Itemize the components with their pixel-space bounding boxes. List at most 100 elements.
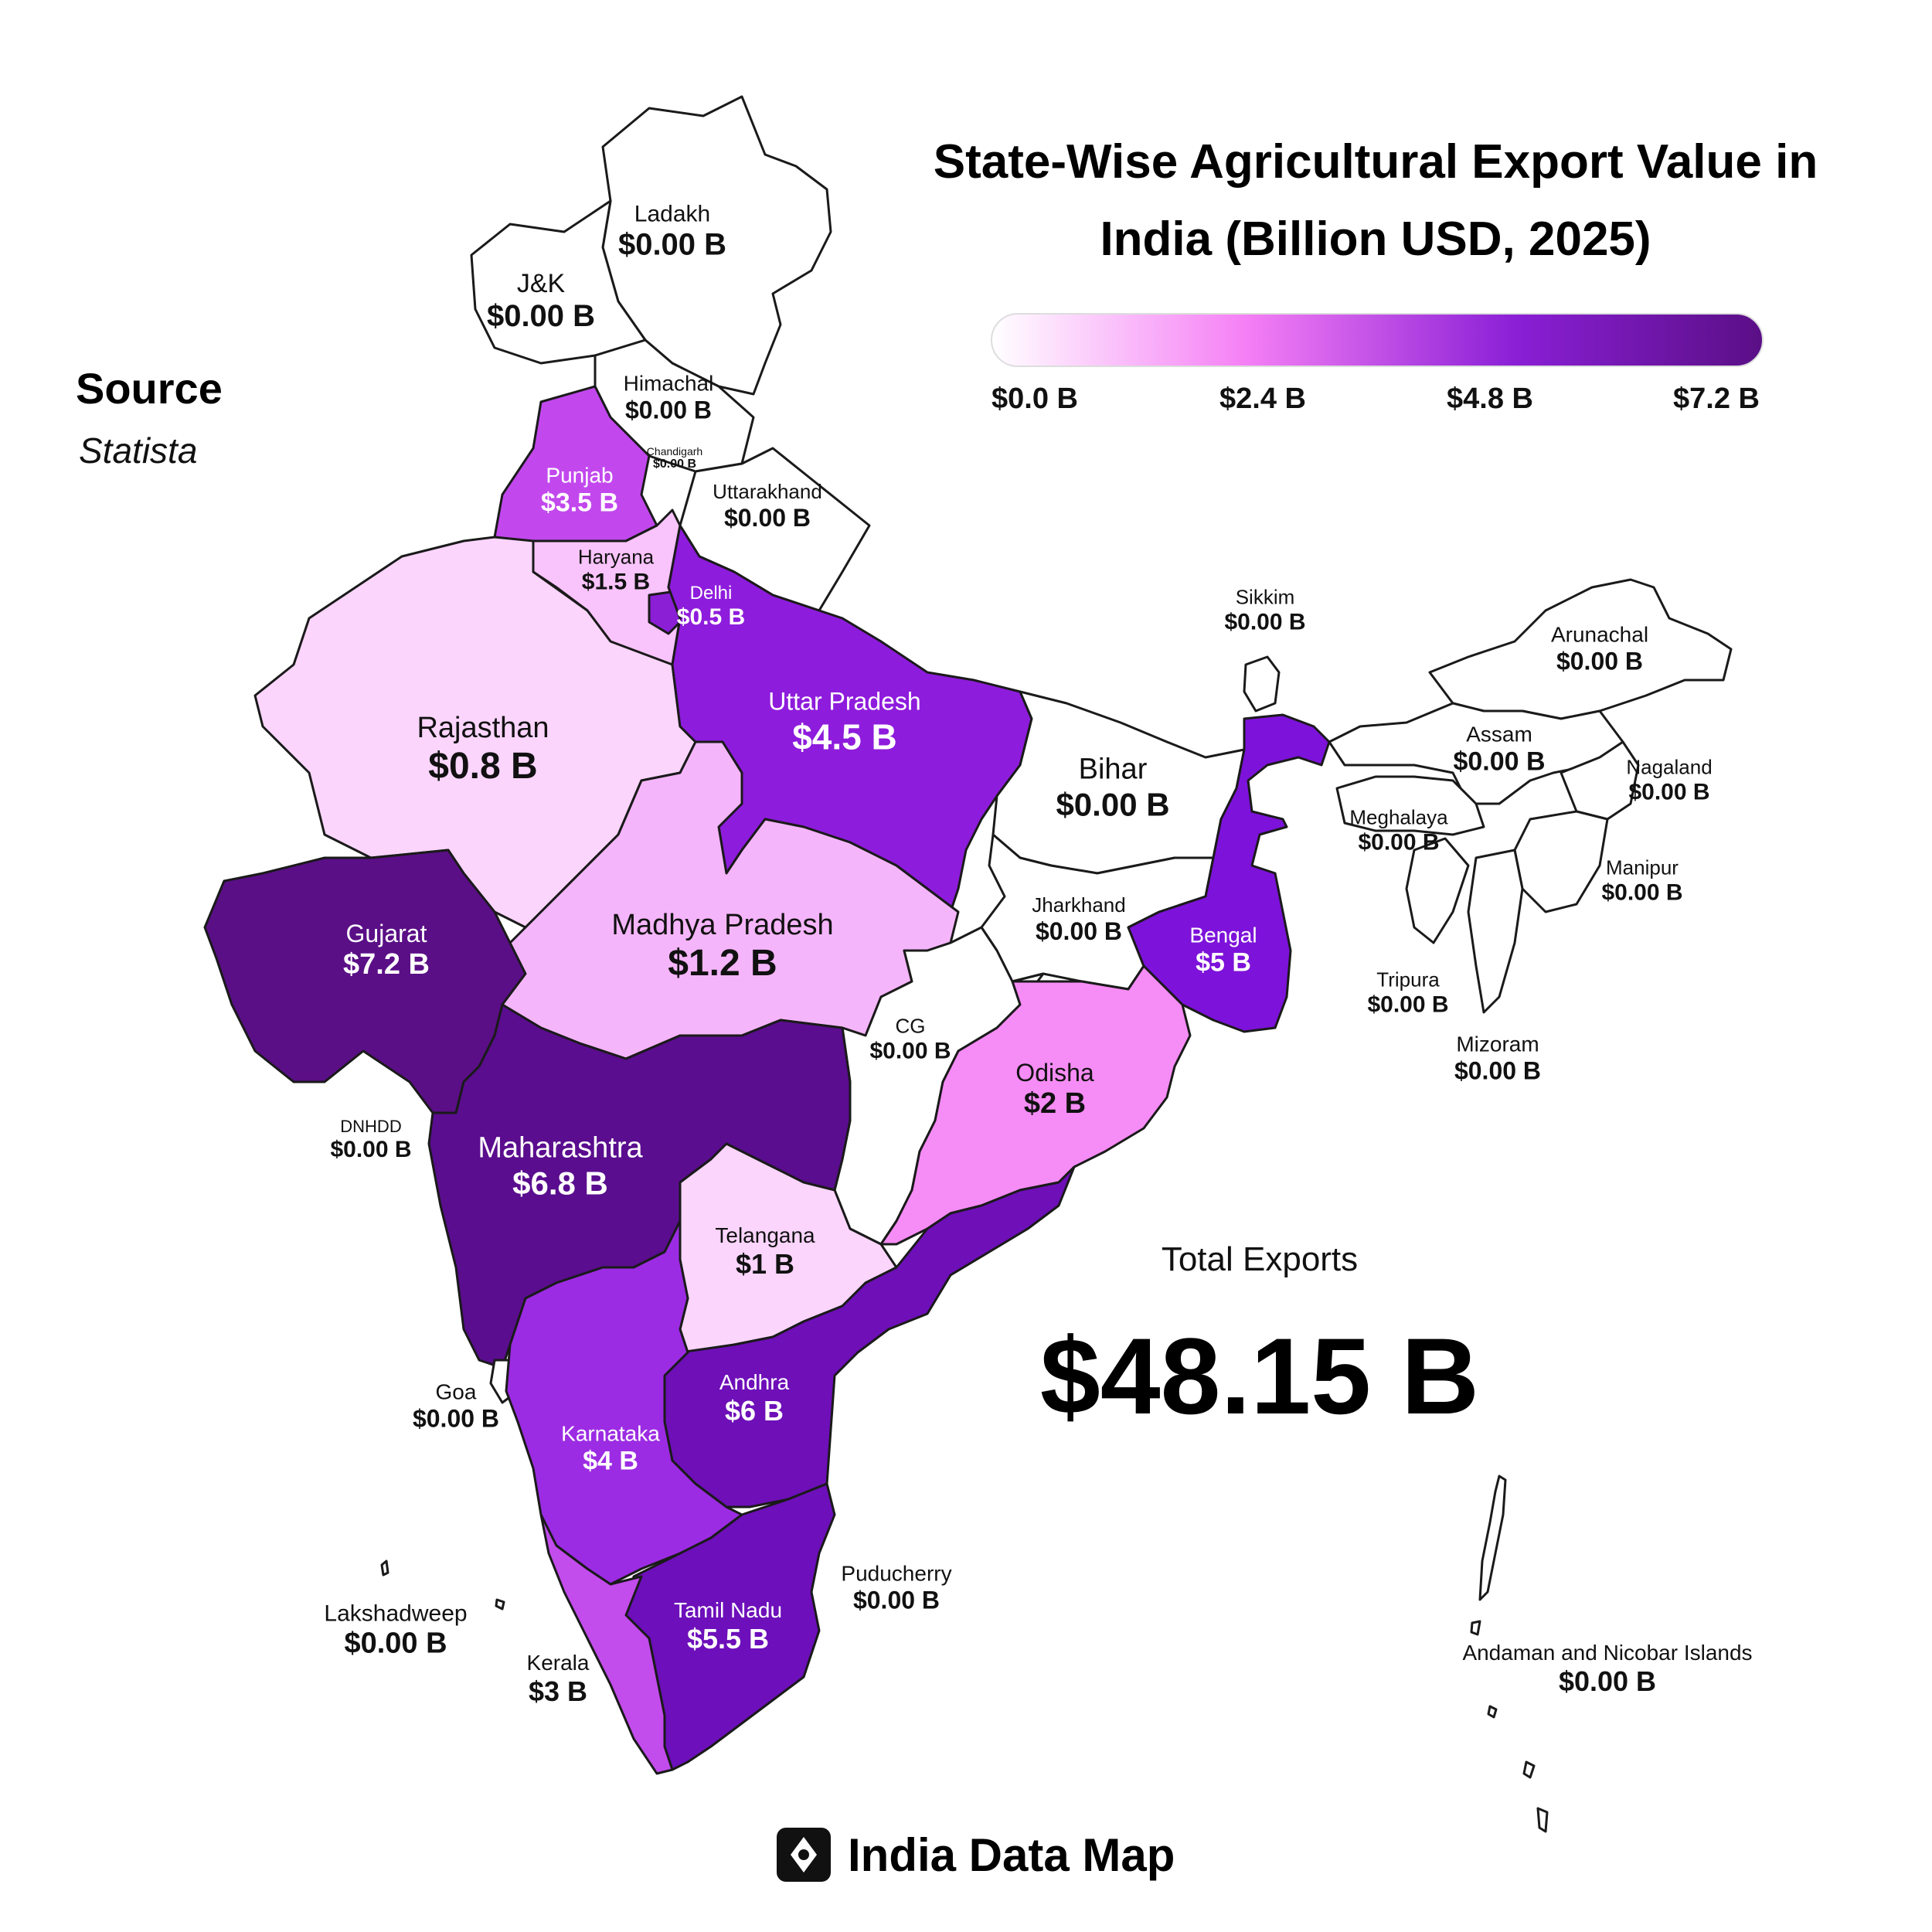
region-name: Bengal: [1189, 923, 1257, 947]
region-value: $5 B: [1196, 947, 1251, 978]
label-odisha: Odisha $2 B: [1015, 1059, 1094, 1121]
region-name: Uttar Pradesh: [768, 687, 921, 716]
label-bihar: Bihar $0.00 B: [1056, 753, 1169, 824]
label-j-k: J&K $0.00 B: [487, 269, 595, 334]
region-tripura[interactable]: [1405, 837, 1470, 944]
region-value: $0.00 B: [1035, 917, 1123, 945]
region-mizoram[interactable]: [1467, 849, 1524, 1014]
label-puducherry: Puducherry $0.00 B: [841, 1562, 951, 1615]
region-value: $0.00 B: [624, 396, 713, 424]
region-name: Tamil Nadu: [673, 1598, 783, 1622]
label-rajasthan: Rajasthan $0.8 B: [417, 712, 549, 787]
source-name: Statista: [79, 430, 198, 471]
label-delhi: Delhi $0.5 B: [677, 583, 745, 631]
region-name: Goa: [435, 1379, 477, 1404]
region-sikkim[interactable]: [1243, 655, 1281, 713]
legend-tick-1: $2.4 B: [1219, 383, 1306, 415]
region-name: Ladakh: [634, 201, 711, 227]
region-value: $0.00 B: [1367, 992, 1449, 1018]
region-name: Andhra: [719, 1370, 790, 1394]
region-name: Lakshadweep: [324, 1600, 468, 1627]
region-name: Mizoram: [1456, 1032, 1539, 1056]
region-nicobar[interactable]: [1487, 1705, 1498, 1719]
label-andaman-and-nicobar-islands: Andaman and Nicobar Islands $0.00 B: [1462, 1641, 1752, 1698]
total-value: $48.15 B: [1039, 1315, 1480, 1437]
label-gujarat: Gujarat $7.2 B: [343, 920, 430, 981]
region-andaman[interactable]: [1478, 1475, 1507, 1601]
region-value: $0.00 B: [1224, 609, 1306, 635]
label-maharashtra: Maharashtra $6.8 B: [478, 1132, 642, 1202]
legend-tick-2: $4.8 B: [1447, 383, 1533, 415]
region-lakshadweep-2[interactable]: [495, 1598, 505, 1611]
label-lakshadweep: Lakshadweep $0.00 B: [324, 1601, 467, 1661]
region-jk[interactable]: [470, 199, 647, 365]
region-name: Himachal: [623, 371, 714, 396]
region-bengal[interactable]: [1127, 713, 1331, 1033]
region-value: $0.00 B: [1454, 1056, 1542, 1085]
region-value: $0.00 B: [1556, 647, 1644, 675]
region-name: Delhi: [689, 583, 733, 604]
region-value: $0.00 B: [1056, 786, 1170, 823]
region-nicobar-3[interactable]: [1536, 1807, 1549, 1833]
label-punjab: Punjab $3.5 B: [541, 464, 618, 519]
region-value: $5.5 B: [686, 1623, 770, 1655]
region-name: Nagaland: [1626, 755, 1713, 779]
label-madhya-pradesh: Madhya Pradesh $1.2 B: [611, 909, 833, 985]
label-meghalaya: Meghalaya $0.00 B: [1349, 806, 1447, 856]
region-name: DNHDD: [340, 1117, 402, 1136]
region-name: Karnataka: [561, 1421, 660, 1446]
label-andhra: Andhra $6 B: [719, 1370, 789, 1427]
region-name: Kerala: [526, 1651, 590, 1675]
label-tamil-nadu: Tamil Nadu $5.5 B: [674, 1598, 782, 1655]
label-bengal: Bengal $5 B: [1189, 923, 1257, 978]
region-value: $0.00 B: [330, 1137, 412, 1162]
label-goa: Goa $0.00 B: [413, 1380, 499, 1434]
region-value: $0.00 B: [1453, 747, 1546, 777]
region-name: Haryana: [577, 545, 655, 569]
region-name: Manipur: [1606, 855, 1679, 879]
region-name: Jharkhand: [1032, 893, 1126, 917]
region-name: Rajasthan: [417, 712, 549, 744]
label-ladakh: Ladakh $0.00 B: [618, 202, 726, 263]
label-tripura: Tripura $0.00 B: [1367, 968, 1448, 1019]
region-value: $0.00 B: [852, 1586, 940, 1614]
region-value: $2 B: [1023, 1087, 1087, 1120]
region-value: $1.2 B: [668, 943, 777, 984]
region-value: $3 B: [528, 1675, 588, 1707]
map-title: State-Wise Agricultural Export Value in …: [933, 135, 1818, 266]
region-value: $0.00 B: [412, 1404, 500, 1433]
region-andaman-2[interactable]: [1470, 1620, 1481, 1636]
label-manipur: Manipur $0.00 B: [1601, 856, 1682, 906]
region-name: Sikkim: [1235, 585, 1295, 609]
region-value: $0.00 B: [344, 1627, 447, 1660]
region-lakshadweep[interactable]: [380, 1560, 389, 1577]
region-value: $0.00 B: [1601, 879, 1683, 906]
total-label: Total Exports: [1161, 1240, 1359, 1278]
region-name: Madhya Pradesh: [611, 909, 834, 941]
region-name: Arunachal: [1550, 622, 1649, 647]
region-value: $0.00 B: [486, 299, 596, 333]
region-name: Odisha: [1015, 1059, 1094, 1087]
region-kerala[interactable]: [539, 1513, 674, 1775]
label-chandigarh: Chandigarh $0.00 B: [647, 445, 702, 471]
region-value: $0.00 B: [1628, 779, 1710, 805]
region-andhra[interactable]: [663, 1165, 1076, 1509]
region-value: $0.00 B: [617, 227, 727, 262]
region-value: $3.5 B: [540, 488, 619, 518]
region-nicobar-2[interactable]: [1522, 1760, 1536, 1779]
brand-logo: India Data Map: [777, 1824, 1175, 1886]
region-meghalaya[interactable]: [1335, 775, 1485, 836]
label-assam: Assam $0.00 B: [1453, 723, 1545, 777]
label-haryana: Haryana $1.5 B: [578, 546, 654, 596]
region-value: $7.2 B: [343, 948, 430, 981]
region-value: $0.00 B: [1358, 829, 1440, 855]
region-value: $4.5 B: [792, 716, 897, 757]
region-name: Bihar: [1078, 753, 1148, 786]
label-kerala: Kerala $3 B: [527, 1651, 590, 1708]
region-rajasthan[interactable]: [253, 536, 697, 929]
diamond-pin-icon: [777, 1828, 831, 1882]
region-manipur[interactable]: [1513, 810, 1609, 913]
legend-tick-0: $0.0 B: [992, 383, 1078, 415]
region-name: Gujarat: [345, 920, 427, 947]
label-himachal: Himachal $0.00 B: [624, 372, 714, 425]
